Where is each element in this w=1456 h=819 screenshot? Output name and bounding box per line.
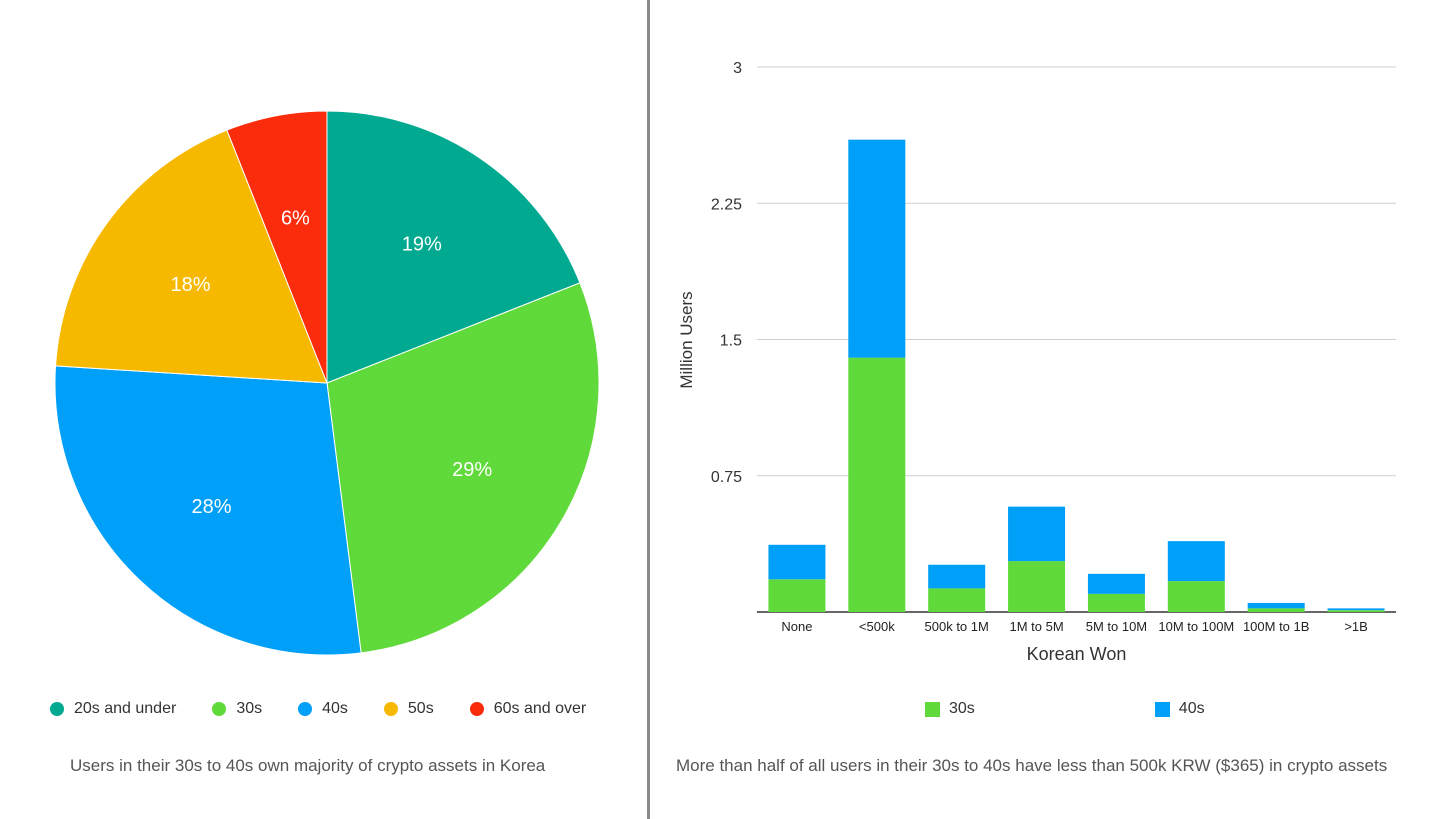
x-tick-label: 10M to 100M	[1158, 619, 1234, 634]
legend-swatch	[298, 702, 313, 716]
bar-40s-100m-to-1b	[1247, 602, 1305, 609]
y-tick-label: 3	[733, 60, 742, 77]
legend-label: 60s and over	[493, 700, 587, 717]
bar-30s-100m-to-1b	[1247, 608, 1305, 612]
legend-swatch	[212, 702, 227, 716]
pie-legend-item-50s: 50s	[383, 700, 434, 718]
pie-caption: Users in their 30s to 40s own majority o…	[70, 756, 546, 775]
y-tick-label: 2.25	[711, 196, 742, 213]
bar-30s-5m-to-10m	[1087, 593, 1145, 612]
y-tick-label: 0.75	[711, 469, 742, 486]
pie-legend-item-60s-and-over: 60s and over	[469, 700, 587, 718]
bar-40s-500k	[848, 139, 906, 358]
legend-swatch	[925, 701, 940, 717]
x-tick-label: 500k to 1M	[925, 619, 989, 634]
bar-40s-5m-to-10m	[1087, 573, 1145, 594]
bar-legend: 30s 40s	[925, 700, 1385, 718]
legend-label: 50s	[407, 700, 434, 717]
bar-30s-1b	[1327, 610, 1385, 612]
bar-40s-10m-to-100m	[1167, 541, 1225, 582]
legend-swatch	[1154, 701, 1170, 717]
pie-slice-60s-and-over	[226, 110, 328, 384]
pie-slice-50s	[55, 129, 328, 384]
y-axis-title: Million Users	[677, 291, 696, 388]
x-tick-label: >1B	[1344, 619, 1368, 634]
x-axis-title: Korean Won	[1027, 644, 1127, 664]
x-tick-label: <500k	[859, 619, 895, 634]
pie-legend-item-20s-and-under: 20s and under	[50, 700, 176, 718]
bar-legend-item-30s: 30s	[925, 700, 975, 718]
bar-chart-panel: 0.75 1.5 2.25 3 None <500k 500k to 1M 1M to 5M 5…	[650, 0, 1456, 819]
pie-legend-item-40s: 40s	[298, 700, 348, 718]
bar-chart: 0.75 1.5 2.25 3 None <500k 500k to 1M 1M to 5M 5…	[677, 60, 1396, 664]
pie-legend-item-30s: 30s	[212, 700, 262, 718]
bar-30s-10m-to-100m	[1167, 581, 1225, 612]
pie-chart: 19% 29% 28% 18% 6%	[54, 110, 600, 656]
panel-divider	[647, 0, 650, 819]
legend-label: 30s	[236, 700, 263, 717]
bar-30s-500k	[848, 357, 906, 612]
legend-swatch	[469, 702, 484, 716]
y-tick-label: 1.5	[720, 333, 742, 350]
x-tick-label: 5M to 10M	[1086, 619, 1147, 634]
pie-label-50s: 18%	[171, 274, 211, 296]
bar-caption: More than half of all users in their 30s…	[676, 756, 1388, 775]
bar-40s-1b	[1327, 608, 1385, 611]
legend-swatch	[50, 702, 64, 716]
pie-label-40s: 28%	[192, 496, 232, 518]
legend-swatch	[383, 702, 398, 716]
x-tick-label: 1M to 5M	[1009, 619, 1063, 634]
x-tick-label: None	[781, 619, 812, 634]
pie-chart-panel: 19% 29% 28% 18% 6% 20s and under 30s 40s 50s 60s…	[0, 0, 648, 819]
legend-label: 20s and under	[74, 700, 177, 717]
legend-label: 40s	[322, 700, 348, 717]
bar-30s-500k-to-1m	[928, 588, 986, 612]
x-tick-label: 100M to 1B	[1243, 619, 1310, 634]
legend-label: 40s	[1178, 700, 1205, 717]
pie-legend: 20s and under 30s 40s 50s 60s and over	[50, 700, 586, 718]
pie-slice-30s	[326, 282, 600, 654]
bar-legend-item-40s: 40s	[1154, 700, 1205, 718]
pie-label-20s-and-under: 19%	[402, 234, 442, 256]
bar-30s-none	[768, 579, 826, 612]
bar-40s-1m-to-5m	[1008, 506, 1066, 562]
pie-label-30s: 29%	[452, 459, 492, 481]
pie-slice-20s-and-under	[326, 110, 581, 384]
bar-40s-none	[768, 544, 826, 580]
bar-30s-1m-to-5m	[1008, 561, 1066, 612]
bar-40s-500k-to-1m	[928, 564, 986, 589]
legend-label: 30s	[949, 700, 975, 717]
pie-label-60s-and-over: 6%	[281, 207, 310, 229]
pie-slice-40s	[54, 365, 362, 656]
